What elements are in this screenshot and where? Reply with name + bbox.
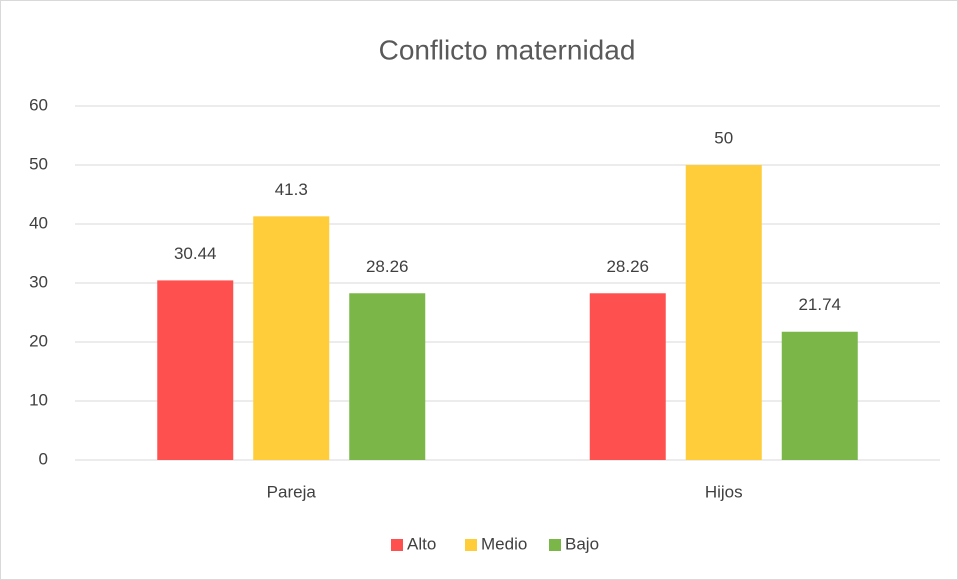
bar [685,165,762,460]
y-tick-label: 50 [29,154,48,173]
legend-label: Medio [481,534,527,553]
data-label: 21.74 [798,295,841,314]
bar [253,216,330,460]
data-label: 41.3 [275,180,308,199]
data-label: 50 [714,128,733,147]
data-label: 30.44 [174,244,217,263]
y-tick-label: 10 [29,390,48,409]
legend-label: Alto [407,534,436,553]
y-tick-label: 0 [39,449,48,468]
data-label: 28.26 [606,257,649,276]
data-label: 28.26 [366,257,409,276]
bar [349,293,426,460]
y-tick-label: 40 [29,213,48,232]
x-tick-label: Pareja [267,482,317,501]
bar [781,331,858,460]
chart-title: Conflicto maternidad [379,34,636,65]
legend-label: Bajo [565,534,599,553]
y-tick-label: 20 [29,331,48,350]
y-tick-label: 60 [29,95,48,114]
legend-swatch [391,539,403,551]
legend-swatch [465,539,477,551]
legend-swatch [549,539,561,551]
bar [157,280,234,460]
bar [589,293,666,460]
x-tick-label: Hijos [705,482,743,501]
y-tick-label: 30 [29,272,48,291]
